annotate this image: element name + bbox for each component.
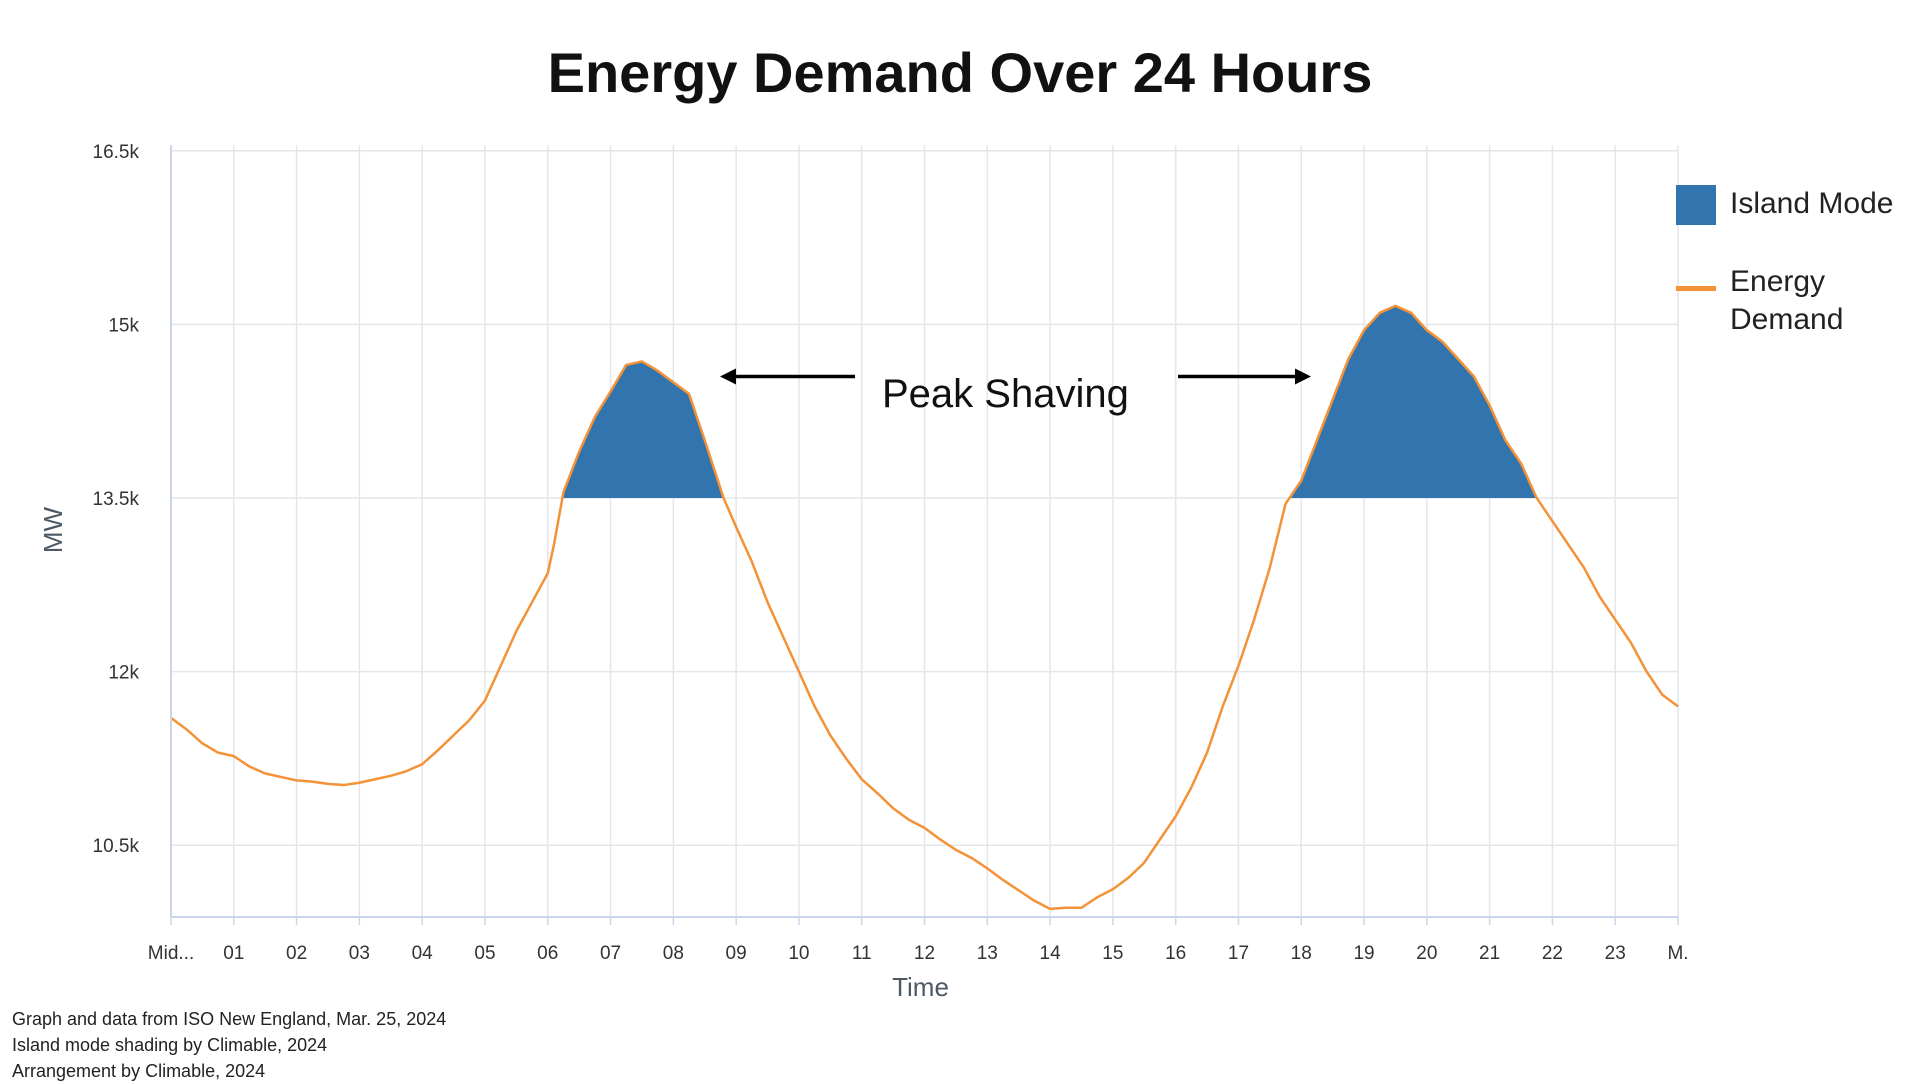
credit-line-shading: Island mode shading by Climable, 2024 bbox=[12, 1035, 328, 1055]
tick-label-layer: Mid... 01 02 03 04 05 06 07 08 09 10 11 12 13 14 15 16 17… bbox=[38, 142, 1689, 1002]
x-tick-label: 18 bbox=[1291, 943, 1312, 964]
grid-layer bbox=[170, 145, 1679, 917]
island-mode-area-1 bbox=[562, 361, 724, 499]
x-tick-label: 10 bbox=[788, 943, 809, 964]
x-tick-label: Mid... bbox=[148, 943, 194, 964]
x-tick-label: 16 bbox=[1165, 943, 1186, 964]
x-tick-label: 17 bbox=[1228, 943, 1249, 964]
x-tick-label: 01 bbox=[223, 943, 244, 964]
x-tick-label: 05 bbox=[474, 943, 495, 964]
x-tick-label: 04 bbox=[412, 943, 434, 964]
x-tick-label: 03 bbox=[349, 943, 370, 964]
x-tick-label: 11 bbox=[852, 943, 872, 964]
y-tick-label: 16.5k bbox=[93, 142, 140, 163]
x-tick-label: 13 bbox=[977, 943, 998, 964]
x-tick-label: 23 bbox=[1605, 943, 1626, 964]
credit-line-source: Graph and data from ISO New England, Mar… bbox=[12, 1009, 447, 1029]
peak-shaving-annotation: Peak Shaving bbox=[882, 372, 1129, 416]
source-credits: Graph and data from ISO New England, Mar… bbox=[12, 1006, 446, 1084]
x-tick-label: 12 bbox=[914, 943, 935, 964]
x-tick-label: 20 bbox=[1416, 943, 1437, 964]
annotation-arrows bbox=[720, 368, 1311, 385]
x-tick-label: 07 bbox=[600, 943, 621, 964]
x-axis-title: Time bbox=[892, 972, 949, 1002]
x-tick-label: 08 bbox=[663, 943, 684, 964]
axis-layer bbox=[170, 145, 1679, 925]
x-tick-label: 19 bbox=[1353, 943, 1374, 964]
y-tick-label: 12k bbox=[108, 663, 139, 684]
legend-label-island-mode: Island Mode bbox=[1730, 187, 1894, 220]
legend-swatch-energy-demand bbox=[1676, 286, 1716, 291]
island-mode-area-2 bbox=[1289, 305, 1537, 499]
x-tick-label: 02 bbox=[286, 943, 307, 964]
y-tick-label: 15k bbox=[108, 315, 139, 336]
x-tick-label: 21 bbox=[1479, 943, 1500, 964]
y-tick-label: 13.5k bbox=[93, 489, 140, 510]
chart-title: Energy Demand Over 24 Hours bbox=[547, 41, 1373, 104]
legend-label-energy-demand: Energy Demand bbox=[1730, 265, 1844, 336]
energy-demand-line bbox=[170, 304, 1679, 911]
arrow-left-head bbox=[720, 368, 736, 385]
legend-swatch-island-mode bbox=[1676, 185, 1716, 225]
energy-demand-line-layer bbox=[170, 304, 1679, 911]
y-axis-title: MW bbox=[38, 506, 68, 553]
x-tick-label: 09 bbox=[726, 943, 747, 964]
x-tick-label: M. bbox=[1667, 943, 1688, 964]
x-tick-label: 15 bbox=[1102, 943, 1123, 964]
credit-line-arrangement: Arrangement by Climable, 2024 bbox=[12, 1061, 266, 1081]
x-tick-label: 06 bbox=[537, 943, 558, 964]
y-tick-label: 10.5k bbox=[93, 836, 140, 857]
x-tick-label: 22 bbox=[1542, 943, 1563, 964]
x-tick-label: 14 bbox=[1040, 943, 1062, 964]
arrow-right-head bbox=[1295, 368, 1311, 385]
